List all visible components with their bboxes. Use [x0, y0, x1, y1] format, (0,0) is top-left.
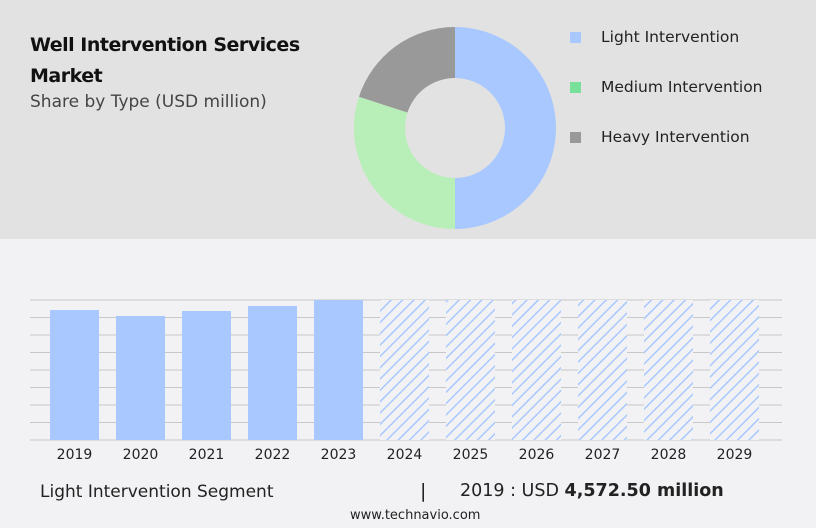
- donut-slice-medium-intervention: [353, 96, 455, 230]
- bar-2026: [512, 300, 561, 440]
- x-tick-label: 2020: [123, 447, 159, 463]
- bar-2020: [116, 316, 165, 440]
- legend-swatch: [570, 131, 581, 143]
- x-tick-label: 2025: [453, 447, 489, 463]
- x-tick-label: 2024: [387, 447, 423, 463]
- legend-label: Heavy Intervention: [601, 128, 750, 146]
- x-tick-label: 2022: [255, 447, 291, 463]
- bar-2024: [380, 300, 429, 440]
- bar-2023: [314, 300, 363, 440]
- segment-value: 2019 : USD 4,572.50 million: [460, 481, 724, 501]
- donut-slice-light-intervention: [455, 27, 556, 229]
- bar-2027: [578, 300, 627, 440]
- bar-2019: [50, 309, 99, 440]
- bar-2021: [182, 311, 231, 440]
- legend-item: Heavy Intervention: [570, 112, 763, 162]
- separator: |: [420, 480, 427, 502]
- bar-2028: [644, 300, 693, 440]
- page-subtitle: Share by Type (USD million): [30, 92, 267, 112]
- x-tick-label: 2026: [519, 447, 555, 463]
- page-title: Well Intervention Services Market: [30, 34, 300, 87]
- x-axis-ticks: 2019 2020 2021 2022 2023 2024 2025 2026 2027 2028…: [57, 447, 753, 463]
- legend-swatch: [570, 81, 581, 93]
- bar-2022: [248, 305, 297, 440]
- bar-2029: [710, 300, 759, 440]
- x-tick-label: 2019: [57, 447, 93, 463]
- donut-slice-heavy-intervention: [358, 27, 455, 113]
- x-tick-label: 2023: [321, 447, 357, 463]
- legend-item: Light Intervention: [570, 12, 763, 62]
- legend-label: Light Intervention: [601, 28, 740, 46]
- segment-label: Light Intervention Segment: [40, 482, 274, 502]
- x-tick-label: 2021: [189, 447, 225, 463]
- source-url: www.technavio.com: [350, 508, 481, 523]
- x-tick-label: 2027: [585, 447, 621, 463]
- legend-label: Medium Intervention: [601, 78, 763, 96]
- x-tick-label: 2029: [717, 447, 753, 463]
- x-tick-label: 2028: [651, 447, 687, 463]
- legend: Light Intervention Medium Intervention H…: [570, 12, 763, 162]
- donut-chart: [353, 27, 556, 230]
- legend-swatch: [570, 31, 581, 43]
- legend-item: Medium Intervention: [570, 62, 763, 112]
- bar-series: [50, 300, 759, 440]
- value-prefix: 2019 : USD: [460, 481, 559, 501]
- value-amount: 4,572.50 million: [564, 481, 724, 501]
- bar-2025: [446, 300, 495, 440]
